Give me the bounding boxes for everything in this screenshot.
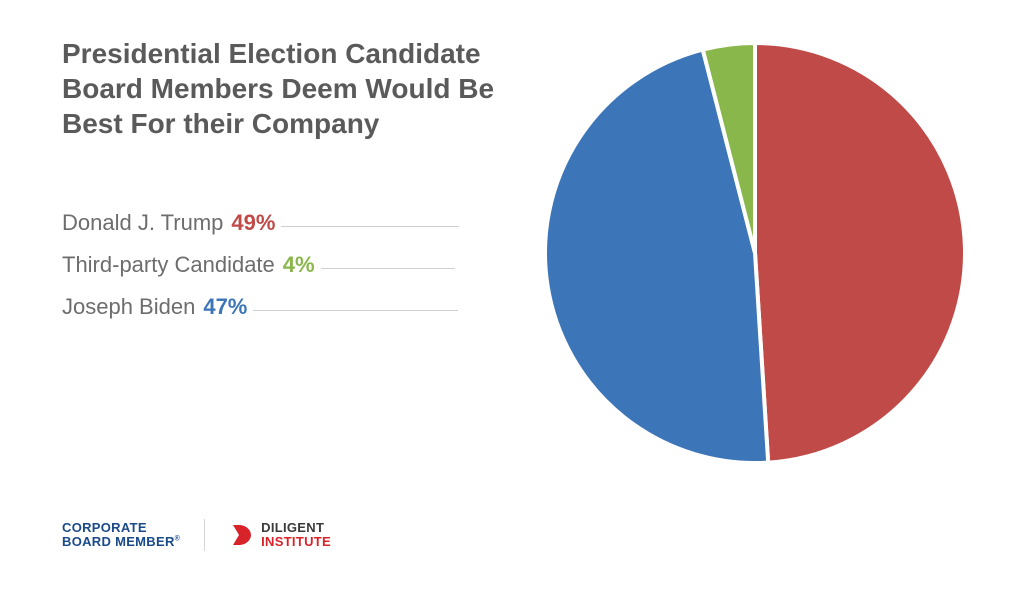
logo-divider [204,519,205,551]
diligent-line2: INSTITUTE [261,535,331,549]
chart-title: Presidential Election Candidate Board Me… [62,36,542,141]
legend-row-biden: Joseph Biden 47% [62,294,459,320]
cbm-line2: BOARD MEMBER® [62,535,180,549]
pie-svg [540,38,970,468]
pie-chart [540,38,970,468]
legend-label: Third-party Candidate [62,252,275,278]
legend-value: 49% [231,210,275,236]
legend-label: Joseph Biden [62,294,195,320]
legend-row-thirdparty: Third-party Candidate 4% [62,252,459,278]
cbm-line1: CORPORATE [62,521,180,535]
diligent-text: DILIGENT INSTITUTE [261,521,331,548]
legend-leader-line [321,268,455,269]
legend-value: 47% [203,294,247,320]
legend-label: Donald J. Trump [62,210,223,236]
legend-value: 4% [283,252,315,278]
diligent-line1: DILIGENT [261,521,331,535]
diligent-d-icon [229,523,253,547]
legend: Donald J. Trump 49% Third-party Candidat… [62,210,459,336]
legend-row-trump: Donald J. Trump 49% [62,210,459,236]
corporate-board-member-logo: CORPORATE BOARD MEMBER® [62,521,180,548]
footer-logos: CORPORATE BOARD MEMBER® DILIGENT INSTITU… [62,519,331,551]
legend-leader-line [281,226,459,227]
legend-leader-line [253,310,458,311]
diligent-institute-logo: DILIGENT INSTITUTE [229,521,331,548]
pie-slice [755,43,965,463]
